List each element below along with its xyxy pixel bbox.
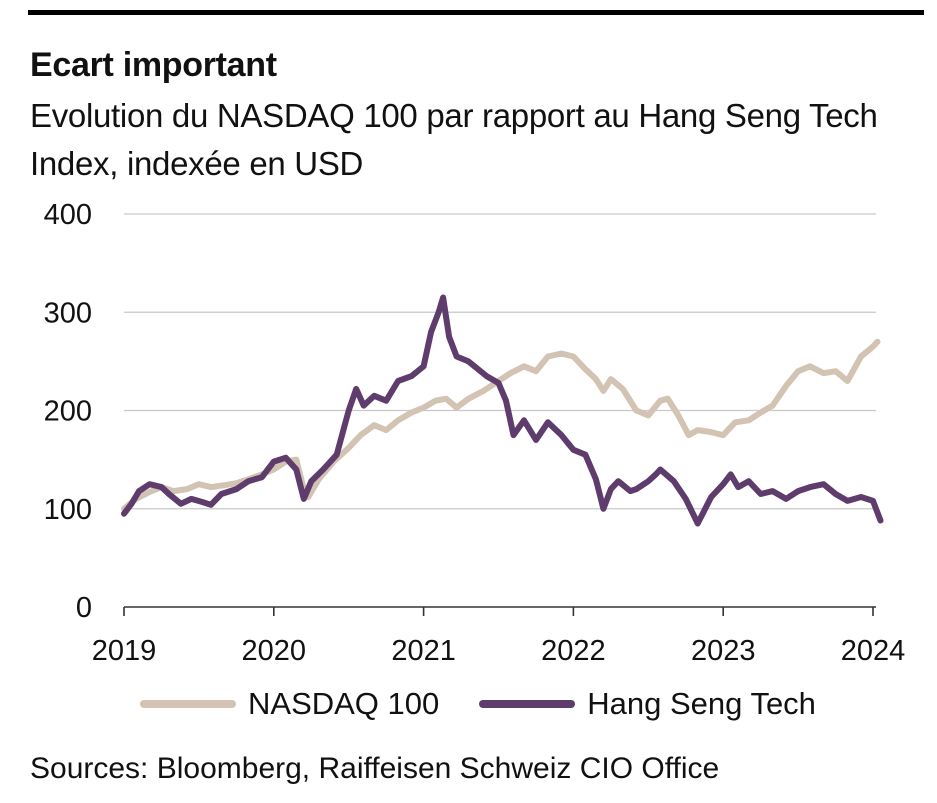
top-rule [28, 10, 924, 15]
y-tick-label-0: 0 [76, 592, 92, 624]
x-tick-label-2024: 2024 [841, 635, 906, 667]
legend-label-hang-seng-tech: Hang Seng Tech [587, 686, 816, 721]
y-tick-label-100: 100 [44, 494, 92, 526]
chart-subtitle: Evolution du NASDAQ 100 par rapport au H… [30, 97, 878, 182]
x-tick-label-2023: 2023 [691, 635, 756, 667]
x-tick-label-2019: 2019 [92, 635, 157, 667]
legend-swatch-nasdaq [140, 700, 236, 708]
x-tick-label-2021: 2021 [391, 635, 456, 667]
x-tick-label-2020: 2020 [242, 635, 307, 667]
y-tick-label-400: 400 [44, 199, 92, 231]
y-tick-label-200: 200 [44, 396, 92, 428]
legend: NASDAQ 100 Hang Seng Tech [140, 684, 856, 724]
legend-item-nasdaq: NASDAQ 100 [140, 686, 439, 722]
source-note: Sources: Bloomberg, Raiffeisen Schweiz C… [30, 752, 720, 785]
chart-title: Ecart important [30, 46, 277, 84]
legend-item-hang-seng-tech: Hang Seng Tech [479, 686, 816, 722]
series-line-hang-seng-tech [121, 294, 884, 527]
y-tick-label-300: 300 [44, 297, 92, 329]
legend-label-nasdaq: NASDAQ 100 [248, 686, 440, 721]
x-tick-label-2022: 2022 [541, 635, 606, 667]
series-line-nasdaq-100 [121, 338, 881, 512]
legend-swatch-hang-seng-tech [479, 700, 576, 708]
